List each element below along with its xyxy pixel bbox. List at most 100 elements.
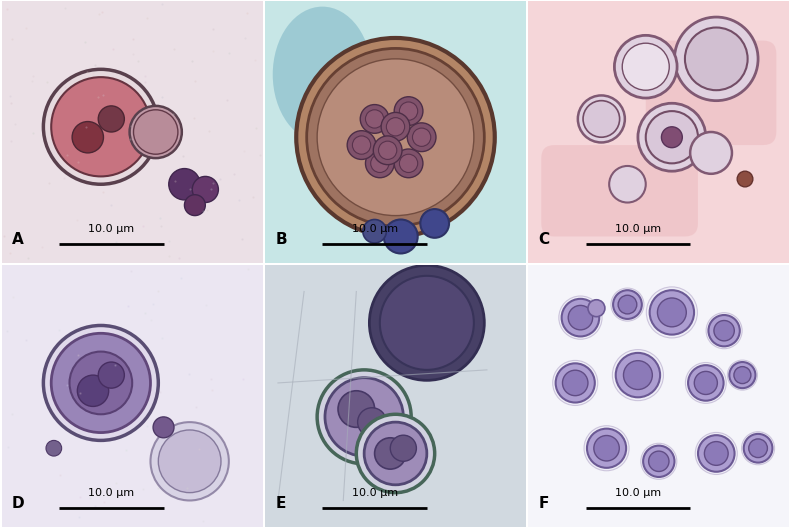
Circle shape bbox=[360, 105, 389, 133]
Circle shape bbox=[594, 436, 619, 461]
Circle shape bbox=[317, 370, 411, 464]
Text: 10.0 µm: 10.0 µm bbox=[351, 224, 398, 234]
Circle shape bbox=[623, 361, 653, 390]
Circle shape bbox=[380, 276, 474, 370]
Circle shape bbox=[568, 305, 592, 330]
Circle shape bbox=[584, 426, 629, 471]
Circle shape bbox=[685, 27, 747, 90]
Circle shape bbox=[553, 361, 598, 406]
Circle shape bbox=[399, 154, 418, 173]
Circle shape bbox=[353, 136, 371, 154]
Circle shape bbox=[612, 350, 664, 401]
Circle shape bbox=[657, 298, 687, 327]
Circle shape bbox=[192, 176, 218, 203]
Circle shape bbox=[587, 429, 626, 468]
Circle shape bbox=[583, 101, 619, 137]
Circle shape bbox=[153, 417, 174, 438]
Circle shape bbox=[714, 320, 734, 341]
Circle shape bbox=[613, 290, 642, 319]
Circle shape bbox=[364, 422, 427, 485]
Circle shape bbox=[558, 296, 602, 340]
Circle shape bbox=[695, 432, 737, 475]
Circle shape bbox=[384, 220, 418, 253]
Circle shape bbox=[646, 287, 698, 338]
Circle shape bbox=[623, 43, 669, 90]
Circle shape bbox=[675, 17, 758, 101]
Circle shape bbox=[641, 444, 677, 479]
Circle shape bbox=[407, 123, 436, 152]
Text: A: A bbox=[12, 232, 24, 247]
Circle shape bbox=[371, 154, 389, 173]
Circle shape bbox=[412, 128, 431, 146]
Circle shape bbox=[70, 352, 132, 414]
Circle shape bbox=[365, 149, 394, 178]
Circle shape bbox=[379, 141, 397, 159]
Circle shape bbox=[618, 295, 637, 314]
Circle shape bbox=[386, 118, 405, 136]
Text: 10.0 µm: 10.0 µm bbox=[89, 224, 134, 234]
Circle shape bbox=[325, 378, 403, 456]
Circle shape bbox=[688, 365, 724, 401]
Circle shape bbox=[555, 363, 595, 402]
Text: 10.0 µm: 10.0 µm bbox=[89, 488, 134, 498]
Circle shape bbox=[184, 195, 206, 215]
Circle shape bbox=[706, 313, 742, 348]
Circle shape bbox=[130, 106, 182, 158]
Circle shape bbox=[615, 35, 677, 98]
Circle shape bbox=[394, 97, 423, 126]
Circle shape bbox=[649, 290, 694, 335]
Circle shape bbox=[365, 110, 384, 128]
Text: E: E bbox=[275, 496, 286, 511]
Circle shape bbox=[728, 360, 758, 390]
Circle shape bbox=[615, 353, 660, 397]
Circle shape bbox=[737, 171, 753, 187]
Circle shape bbox=[347, 131, 376, 159]
Circle shape bbox=[51, 333, 150, 432]
Circle shape bbox=[741, 432, 774, 465]
Circle shape bbox=[358, 408, 386, 437]
Circle shape bbox=[749, 439, 767, 458]
Circle shape bbox=[98, 106, 124, 132]
Circle shape bbox=[78, 375, 108, 407]
Circle shape bbox=[297, 38, 494, 237]
Circle shape bbox=[338, 391, 375, 427]
Circle shape bbox=[691, 132, 732, 174]
Circle shape bbox=[356, 414, 435, 493]
Circle shape bbox=[375, 438, 406, 469]
Circle shape bbox=[390, 435, 416, 461]
Text: D: D bbox=[12, 496, 25, 511]
Circle shape bbox=[698, 435, 735, 472]
Circle shape bbox=[643, 446, 675, 477]
Circle shape bbox=[158, 430, 221, 493]
Circle shape bbox=[562, 299, 600, 336]
Circle shape bbox=[168, 168, 200, 200]
Circle shape bbox=[729, 362, 755, 388]
Circle shape bbox=[394, 149, 423, 178]
Circle shape bbox=[609, 166, 645, 203]
Circle shape bbox=[694, 371, 717, 394]
Circle shape bbox=[381, 112, 410, 141]
Circle shape bbox=[373, 136, 402, 165]
Circle shape bbox=[562, 370, 588, 395]
Circle shape bbox=[150, 422, 229, 501]
Text: C: C bbox=[539, 232, 550, 247]
Circle shape bbox=[51, 77, 150, 176]
FancyBboxPatch shape bbox=[541, 145, 698, 237]
FancyBboxPatch shape bbox=[645, 41, 776, 145]
Circle shape bbox=[363, 220, 386, 243]
Circle shape bbox=[399, 102, 418, 120]
Circle shape bbox=[420, 209, 449, 238]
Text: 10.0 µm: 10.0 µm bbox=[615, 488, 661, 498]
Circle shape bbox=[638, 103, 706, 171]
Ellipse shape bbox=[273, 7, 372, 143]
Circle shape bbox=[709, 315, 740, 346]
Circle shape bbox=[98, 362, 124, 388]
Circle shape bbox=[649, 451, 669, 472]
Circle shape bbox=[46, 440, 62, 456]
Circle shape bbox=[134, 110, 178, 154]
Text: 10.0 µm: 10.0 µm bbox=[615, 224, 661, 234]
Text: B: B bbox=[275, 232, 287, 247]
Circle shape bbox=[705, 441, 729, 465]
Circle shape bbox=[744, 434, 773, 463]
Circle shape bbox=[661, 127, 683, 148]
